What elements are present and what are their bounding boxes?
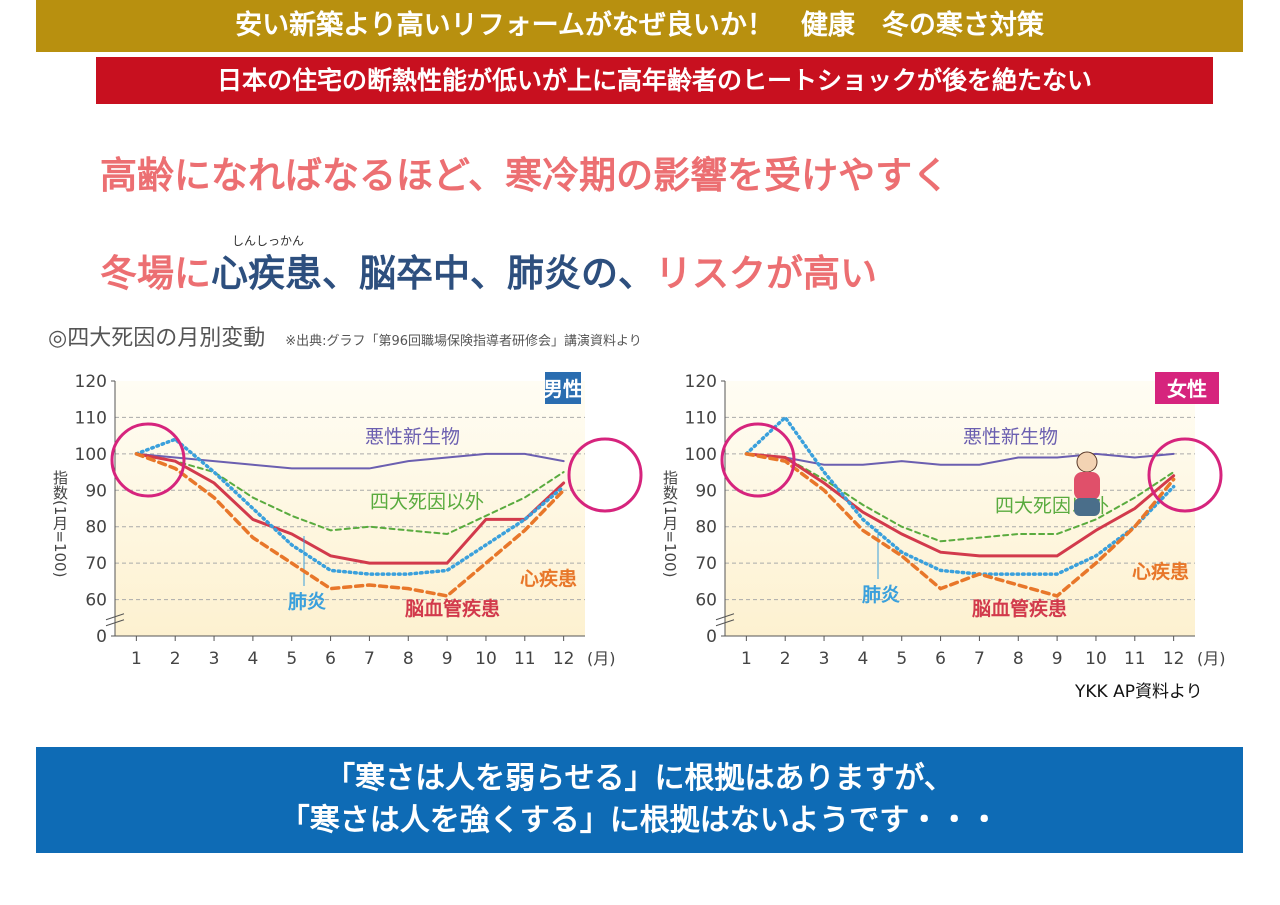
x-tick-label: 7 — [364, 649, 375, 669]
headline: 高齢になればなるほど、寒冷期の影響を受けやすく — [100, 154, 950, 197]
series-label: 悪性新生物 — [963, 426, 1058, 448]
y-tick-label: 60 — [85, 591, 107, 611]
x-tick-label: 5 — [896, 649, 907, 669]
line — [744, 414, 1176, 576]
highlight — [567, 437, 643, 513]
x-tick-label: 6 — [325, 649, 336, 669]
series-label: 脳血管疾患 — [404, 597, 500, 620]
series-label: 肺炎 — [862, 584, 900, 606]
x-tick-label: 12 — [1163, 649, 1185, 669]
line — [744, 452, 1176, 598]
axis-break — [105, 613, 125, 627]
x-tick-label: 8 — [1013, 649, 1024, 669]
ruby: しんしっかん — [232, 234, 305, 248]
x-tick-label: 10 — [1085, 649, 1107, 669]
x-tick-label: 7 — [974, 649, 985, 669]
plot-area — [725, 381, 1195, 636]
illustration — [1076, 451, 1098, 473]
line — [135, 452, 565, 470]
line — [744, 452, 1176, 558]
x-tick-label: 9 — [442, 649, 453, 669]
headline-2: 冬場に心疾患、脳卒中、肺炎の、リスクが高い — [100, 243, 877, 297]
y-tick-label: 110 — [685, 408, 717, 428]
y-tick-label: 100 — [75, 445, 107, 465]
axis-break — [715, 613, 735, 627]
y-tick-label: 0 — [706, 627, 717, 647]
highlight — [1147, 437, 1223, 513]
y-tick-label: 90 — [695, 481, 717, 501]
line — [134, 452, 566, 565]
x-tick-label: 8 — [403, 649, 414, 669]
line — [134, 452, 566, 598]
y-tick-label: 60 — [695, 591, 717, 611]
x-tick-label: 11 — [514, 649, 536, 669]
series-label: 心疾患 — [1132, 560, 1189, 583]
x-tick-label: 5 — [286, 649, 297, 669]
caption: ◎四大死因の月別変動 ※出典:グラフ「第96回職場保険指導者研修会」講演資料より — [48, 320, 642, 352]
x-unit: (月) — [1197, 649, 1226, 668]
headline-part: 心疾患、脳卒中、肺炎の、 — [211, 252, 655, 295]
x-tick-label: 12 — [553, 649, 575, 669]
gender-tag — [545, 372, 581, 404]
x-tick-label: 9 — [1052, 649, 1063, 669]
x-tick-label: 1 — [741, 649, 752, 669]
illustration — [1074, 498, 1100, 516]
series-label: 悪性新生物 — [365, 426, 460, 448]
series-label: 四大死因以外 — [370, 491, 484, 513]
y-tick-label: 80 — [695, 518, 717, 538]
y-tick-label: 70 — [85, 554, 107, 574]
x-tick-label: 6 — [935, 649, 946, 669]
y-tick-label: 0 — [96, 627, 107, 647]
chart-title: 男性 — [543, 377, 583, 401]
footer-line: 「寒さは人を弱らせる」に根拠はありますが、 — [325, 761, 954, 796]
line — [745, 452, 1175, 543]
series-label: 心疾患 — [520, 567, 577, 590]
caption-source: ※出典:グラフ「第96回職場保険指導者研修会」講演資料より — [285, 334, 642, 349]
header-title: 安い新築より高いリフォームがなぜ良いか！ 健康 冬の寒さ対策 — [36, 0, 1243, 52]
x-tick-label: 3 — [819, 649, 830, 669]
plot-area — [115, 381, 585, 636]
highlight — [110, 422, 186, 498]
y-tick-label: 110 — [75, 408, 107, 428]
y-tick-label: 120 — [75, 372, 107, 392]
headline-part: 冬場に — [100, 252, 211, 295]
source: YKK AP資料より — [1075, 682, 1203, 702]
chart-title: 女性 — [1167, 377, 1207, 401]
line — [135, 452, 565, 536]
header-subtitle: 日本の住宅の断熱性能が低いが上に高年齢者のヒートショックが後を絶たない — [96, 57, 1213, 104]
series-label: 肺炎 — [288, 591, 326, 613]
y-tick-label: 70 — [695, 554, 717, 574]
x-unit: (月) — [587, 649, 616, 668]
x-tick-label: 1 — [131, 649, 142, 669]
x-tick-label: 10 — [475, 649, 497, 669]
gender-tag — [1155, 372, 1219, 404]
footer-line: 「寒さは人を強くする」に根拠はないようです・・・ — [279, 803, 1000, 838]
y-tick-label: 90 — [85, 481, 107, 501]
y-axis-label: 指数(1月=100) — [51, 470, 69, 577]
x-tick-label: 11 — [1124, 649, 1146, 669]
y-tick-label: 80 — [85, 518, 107, 538]
x-tick-label: 4 — [857, 649, 868, 669]
x-tick-label: 2 — [170, 649, 181, 669]
y-tick-label: 120 — [685, 372, 717, 392]
y-axis-label: 指数(1月=100) — [661, 470, 679, 577]
footer: 「寒さは人を弱らせる」に根拠はありますが、「寒さは人を強くする」に根拠はないよう… — [36, 747, 1243, 853]
headline-part: リスクが高い — [655, 252, 877, 295]
illustration — [1074, 472, 1100, 500]
caption-title: ◎四大死因の月別変動 — [48, 326, 266, 351]
series-label: 脳血管疾患 — [971, 597, 1067, 620]
x-tick-label: 2 — [780, 649, 791, 669]
highlight — [720, 422, 796, 498]
x-tick-label: 3 — [209, 649, 220, 669]
x-tick-label: 4 — [247, 649, 258, 669]
y-tick-label: 100 — [685, 445, 717, 465]
line — [134, 437, 566, 576]
